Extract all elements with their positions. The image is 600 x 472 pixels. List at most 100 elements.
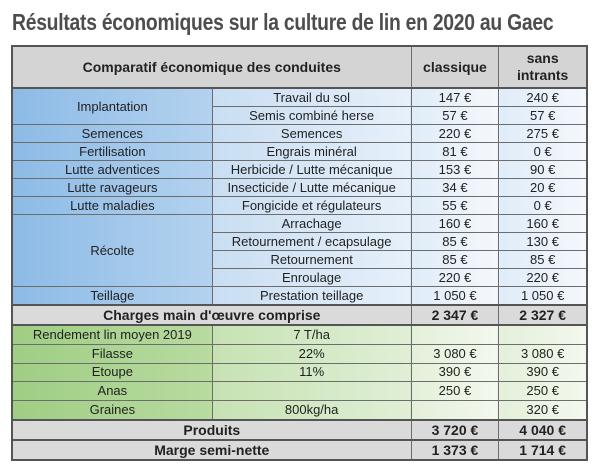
classique-value: 250 €: [410, 381, 500, 402]
table-row: Etoupe 11% 390 €390 €: [11, 362, 588, 383]
classique-value: 85 €: [410, 232, 500, 251]
item-cell: Arrachage: [211, 214, 412, 233]
table-row: Graines 800kg/ha 320 €: [11, 400, 588, 421]
classique-value: 390 €: [410, 362, 500, 383]
classique-value: [410, 400, 500, 421]
sans-intrants-value: 275 €: [498, 124, 588, 143]
item-cell: Retournement: [211, 250, 412, 269]
table-row: Retournement / ecapsulage 85 €130 €: [12, 232, 588, 251]
classique-value: 85 €: [410, 250, 500, 269]
category-cell: Lutte ravageurs: [11, 178, 213, 197]
comparison-table: Comparatif économique des conduites clas…: [11, 45, 588, 461]
item-cell: Engrais minéral: [211, 142, 412, 161]
charges-total-label: Charges main d'œuvre comprise: [11, 304, 412, 326]
item-cell: Fongicide et régulateurs: [211, 196, 412, 215]
produits-total-classique: 3 720 €: [410, 418, 500, 441]
item-cell: Herbicide / Lutte mécanique: [211, 160, 412, 179]
classique-value: 3 080 €: [410, 343, 500, 364]
classique-value: 147 €: [410, 87, 500, 107]
product-detail: 11%: [211, 362, 412, 383]
charges-total-row: Charges main d'œuvre comprise 2 347 € 2 …: [11, 304, 588, 326]
table-row: Rendement lin moyen 2019 7 T/ha: [11, 324, 588, 345]
product-label: Rendement lin moyen 2019: [11, 324, 213, 345]
charges-total-sans: 2 327 €: [498, 304, 588, 326]
table-row: Anas 250 €250 €: [11, 381, 588, 402]
table-row: Lutte maladies Fongicide et régulateurs 55…: [11, 196, 588, 215]
sans-intrants-value: 1 050 €: [498, 286, 588, 306]
sans-intrants-value: 130 €: [498, 232, 588, 251]
sans-intrants-value: 390 €: [498, 362, 588, 383]
item-cell: Enroulage: [211, 268, 412, 287]
item-cell: Travail du sol: [211, 87, 412, 107]
sans-intrants-value: 320 €: [498, 400, 588, 421]
table-row: Semis combiné herse 57 €57 €: [12, 106, 588, 125]
produits-total-label: Produits: [11, 418, 412, 441]
charges-total-classique: 2 347 €: [410, 304, 500, 326]
marge-label: Marge semi-nette: [11, 438, 412, 461]
sans-intrants-value: 0 €: [498, 142, 588, 161]
classique-value: 81 €: [410, 142, 500, 161]
sans-intrants-value: 90 €: [498, 160, 588, 179]
category-cell: Teillage: [11, 286, 213, 306]
product-detail: 7 T/ha: [211, 324, 412, 345]
table-row: Fertilisation Engrais minéral 81 €0 €: [11, 142, 588, 161]
category-cell: Récolte: [11, 214, 213, 287]
product-label: Etoupe: [11, 362, 213, 383]
header-row: Comparatif économique des conduites clas…: [11, 45, 588, 89]
sans-intrants-value: 160 €: [498, 214, 588, 233]
sans-intrants-value: 250 €: [498, 381, 588, 402]
category-cell: Lutte adventices: [11, 160, 213, 179]
classique-value: 55 €: [410, 196, 500, 215]
item-cell: Retournement / ecapsulage: [211, 232, 412, 251]
category-cell: Implantation: [11, 87, 213, 125]
category-cell: Semences: [11, 124, 213, 143]
item-cell: Semences: [211, 124, 412, 143]
header-sans-line2: intrants: [516, 67, 569, 83]
category-cell: Lutte maladies: [11, 196, 213, 215]
table-row: Semences Semences 220 €275 €: [11, 124, 588, 143]
category-cell: Fertilisation: [11, 142, 213, 161]
sans-intrants-value: 20 €: [498, 178, 588, 197]
marge-sans: 1 714 €: [498, 438, 588, 461]
sans-intrants-value: 85 €: [498, 250, 588, 269]
sans-intrants-value: 57 €: [498, 106, 588, 125]
product-detail: 22%: [211, 343, 412, 364]
product-label: Filasse: [11, 343, 213, 364]
sans-intrants-value: 0 €: [498, 196, 588, 215]
produits-total-row: Produits 3 720 € 4 040 €: [11, 418, 588, 441]
classique-value: [410, 324, 500, 345]
sans-intrants-value: 240 €: [498, 87, 588, 107]
table-row: Enroulage 220 €220 €: [12, 268, 588, 287]
table-row: Lutte adventices Herbicide / Lutte mécani…: [11, 160, 588, 179]
item-cell: Prestation teillage: [211, 286, 412, 306]
table-row: Récolte Arrachage 160 €160 €: [11, 214, 588, 287]
product-label: Anas: [11, 381, 213, 402]
product-label: Graines: [11, 400, 213, 421]
sans-intrants-value: [498, 324, 588, 345]
produits-total-sans: 4 040 €: [498, 418, 588, 441]
marge-classique: 1 373 €: [410, 438, 500, 461]
classique-value: 220 €: [410, 268, 500, 287]
sans-intrants-value: 3 080 €: [498, 343, 588, 364]
sans-intrants-value: 220 €: [498, 268, 588, 287]
item-cell: Insecticide / Lutte mécanique: [211, 178, 412, 197]
product-detail: 800kg/ha: [211, 400, 412, 421]
header-label: Comparatif économique des conduites: [11, 45, 412, 89]
table-row: Filasse 22% 3 080 €3 080 €: [11, 343, 588, 364]
classique-value: 160 €: [410, 214, 500, 233]
table-row: Lutte ravageurs Insecticide / Lutte mécan…: [11, 178, 588, 197]
page-title: Résultats économiques sur la culture de …: [12, 9, 554, 35]
header-sans-intrants: sans intrants: [498, 45, 588, 89]
header-sans-line1: sans: [526, 50, 559, 66]
classique-value: 220 €: [410, 124, 500, 143]
classique-value: 153 €: [410, 160, 500, 179]
table-row: Implantation Travail du sol 147 €240 €: [11, 87, 588, 125]
table-row: Teillage Prestation teillage 1 050 €1 050 …: [11, 286, 588, 306]
classique-value: 57 €: [410, 106, 500, 125]
header-classique: classique: [410, 45, 500, 89]
classique-value: 1 050 €: [410, 286, 500, 306]
item-cell: Semis combiné herse: [211, 106, 412, 125]
product-detail: [211, 381, 412, 402]
marge-row: Marge semi-nette 1 373 € 1 714 €: [11, 438, 588, 461]
classique-value: 34 €: [410, 178, 500, 197]
